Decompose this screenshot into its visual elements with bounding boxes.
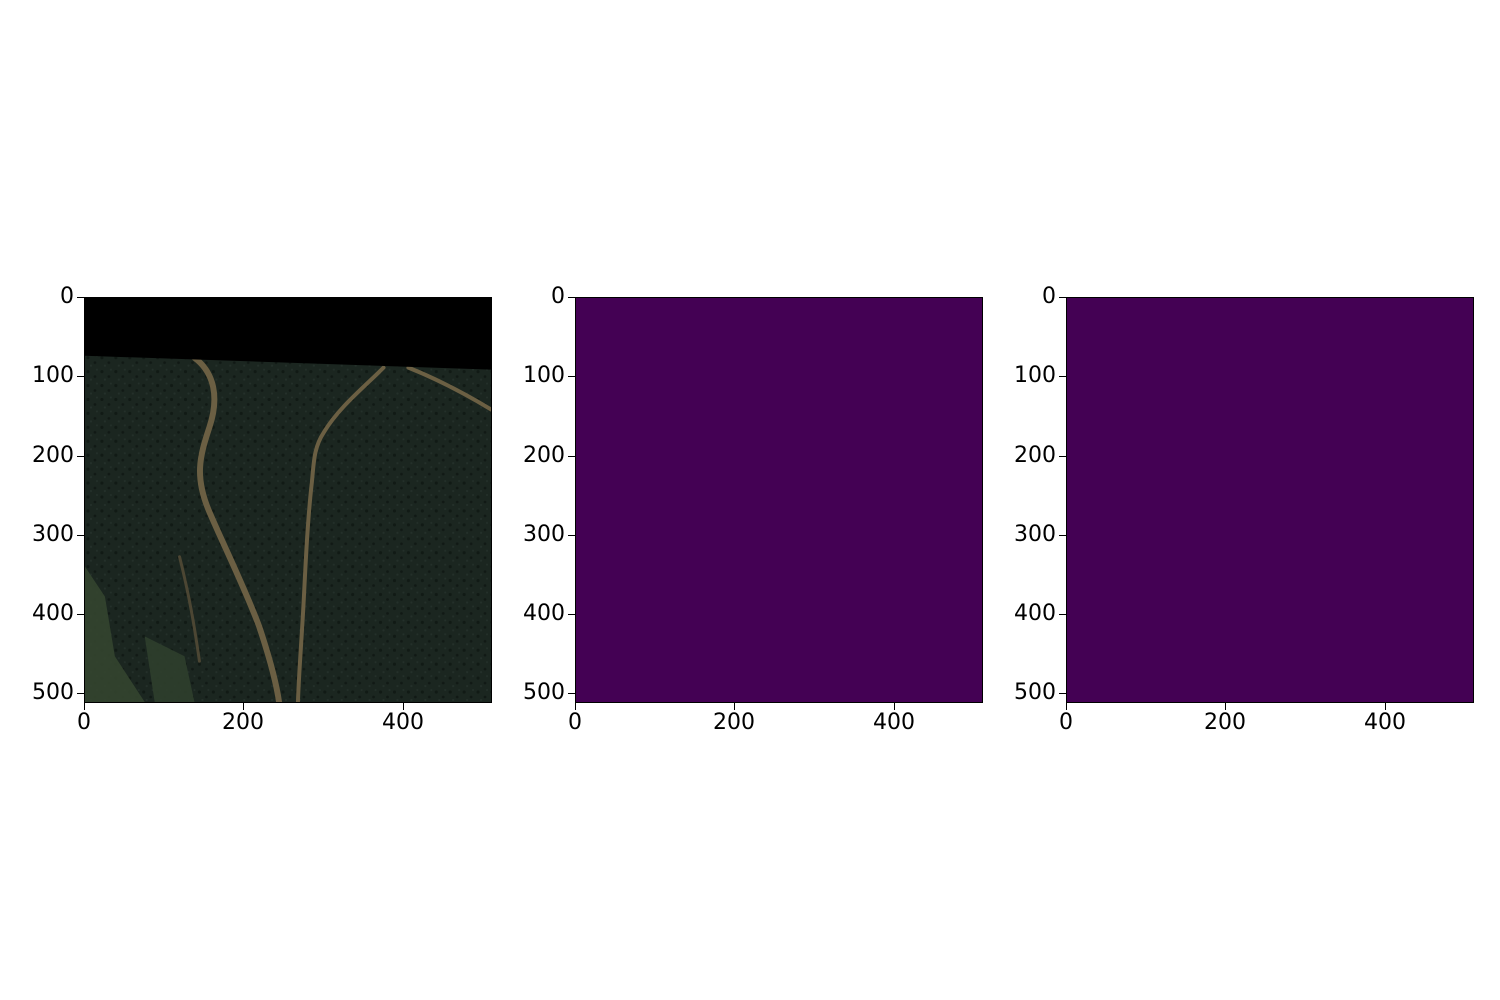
xtick-label: 0 — [77, 710, 91, 735]
channel-top-right — [406, 365, 491, 412]
xtick-label: 200 — [1204, 710, 1246, 735]
ytick-label: 500 — [523, 680, 565, 705]
ytick-mark — [568, 456, 575, 457]
ytick-mark — [568, 693, 575, 694]
xtick-mark — [1385, 703, 1386, 710]
field-patch — [85, 566, 145, 702]
ytick-mark — [1059, 456, 1066, 457]
xtick-mark — [243, 703, 244, 710]
ytick-label: 300 — [523, 522, 565, 547]
xtick-label: 0 — [568, 710, 582, 735]
channel-right — [295, 365, 386, 702]
ytick-mark — [77, 614, 84, 615]
xtick-mark — [575, 703, 576, 710]
field-patch-2 — [144, 636, 195, 702]
ytick-label: 500 — [1014, 680, 1056, 705]
mask-prediction-panel — [575, 297, 983, 703]
ytick-mark — [1059, 376, 1066, 377]
ytick-label: 400 — [523, 601, 565, 626]
xtick-label: 200 — [713, 710, 755, 735]
ytick-label: 0 — [1042, 284, 1056, 309]
ytick-mark — [1059, 614, 1066, 615]
xtick-label: 400 — [1364, 710, 1406, 735]
xtick-label: 200 — [222, 710, 264, 735]
ytick-label: 300 — [1014, 522, 1056, 547]
ytick-label: 400 — [32, 601, 74, 626]
xtick-mark — [84, 703, 85, 710]
ytick-mark — [568, 535, 575, 536]
satellite-image-panel — [84, 297, 492, 703]
ytick-label: 200 — [32, 443, 74, 468]
mask-prediction-image — [576, 298, 982, 702]
satellite-image — [85, 298, 491, 702]
xtick-mark — [1066, 703, 1067, 710]
ytick-mark — [1059, 693, 1066, 694]
xtick-label: 400 — [382, 710, 424, 735]
ytick-label: 300 — [32, 522, 74, 547]
ytick-label: 0 — [551, 284, 565, 309]
nodata-band — [85, 298, 491, 370]
xtick-mark — [403, 703, 404, 710]
ytick-mark — [568, 376, 575, 377]
ytick-label: 200 — [523, 443, 565, 468]
xtick-mark — [734, 703, 735, 710]
ytick-mark — [568, 297, 575, 298]
ytick-label: 0 — [60, 284, 74, 309]
ytick-mark — [77, 535, 84, 536]
ytick-mark — [568, 614, 575, 615]
ytick-mark — [1059, 297, 1066, 298]
ytick-label: 100 — [32, 363, 74, 388]
ytick-mark — [77, 376, 84, 377]
mask-ground-truth-image — [1067, 298, 1473, 702]
ytick-mark — [77, 693, 84, 694]
ytick-mark — [77, 456, 84, 457]
xtick-label: 400 — [873, 710, 915, 735]
ytick-mark — [1059, 535, 1066, 536]
ytick-label: 100 — [523, 363, 565, 388]
channel-branch — [178, 555, 201, 663]
ytick-mark — [77, 297, 84, 298]
ytick-label: 500 — [32, 680, 74, 705]
xtick-mark — [894, 703, 895, 710]
ytick-label: 100 — [1014, 363, 1056, 388]
xtick-mark — [1225, 703, 1226, 710]
channel-left — [191, 354, 283, 702]
mask-ground-truth-panel — [1066, 297, 1474, 703]
ytick-label: 200 — [1014, 443, 1056, 468]
xtick-label: 0 — [1059, 710, 1073, 735]
ytick-label: 400 — [1014, 601, 1056, 626]
